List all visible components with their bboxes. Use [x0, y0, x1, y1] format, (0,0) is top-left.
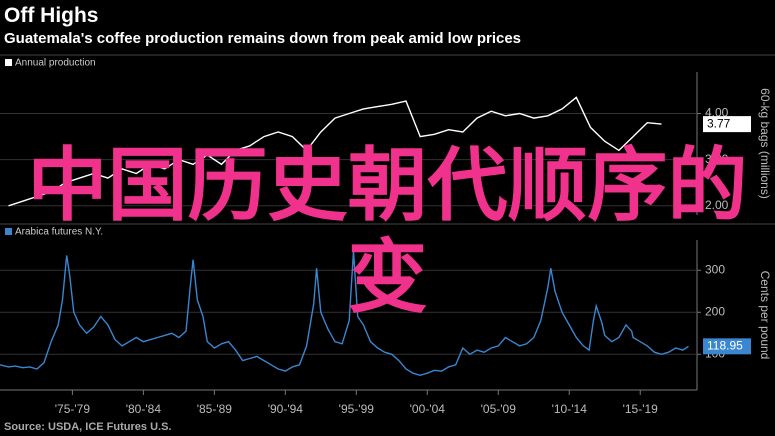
x-tick-label: '75-'79 [55, 402, 91, 416]
source-note: Source: USDA, ICE Futures U.S. [4, 421, 172, 433]
y-tick-label: 3.00 [705, 152, 729, 166]
y-axis-title: Cents per pound [758, 271, 772, 360]
chart-subtitle: Guatemala's coffee production remains do… [4, 30, 522, 47]
y-tick-label: 300 [705, 262, 725, 276]
x-tick-label: '15-'19 [623, 402, 659, 416]
y-tick-label: 2.00 [705, 198, 729, 212]
legend-swatch [5, 228, 12, 235]
x-tick-label: '80-'84 [126, 402, 162, 416]
x-tick-label: '90-'94 [268, 402, 304, 416]
x-tick-label: '95-'99 [339, 402, 375, 416]
legend-label: Arabica futures N.Y. [15, 227, 103, 238]
overlay-text: 中国历史朝代顺序的变 [27, 139, 748, 324]
last-value-label: 118.95 [707, 338, 743, 352]
data-line [0, 251, 689, 377]
last-value-box [703, 338, 751, 355]
chart-title: Off Highs [4, 4, 99, 27]
y-tick-label: 200 [705, 304, 725, 318]
x-tick-label: '85-'89 [197, 402, 233, 416]
last-value-label: 3.77 [707, 116, 731, 130]
x-tick-label: '05-'09 [481, 402, 517, 416]
last-value-box [703, 116, 751, 133]
y-axis-title: 60-kg bags (millions) [758, 88, 772, 199]
x-tick-label: '10-'14 [552, 402, 588, 416]
x-tick-label: '00-'04 [410, 402, 446, 416]
legend-swatch [5, 59, 12, 66]
data-line [8, 96, 662, 207]
legend-label: Annual production [15, 58, 96, 69]
